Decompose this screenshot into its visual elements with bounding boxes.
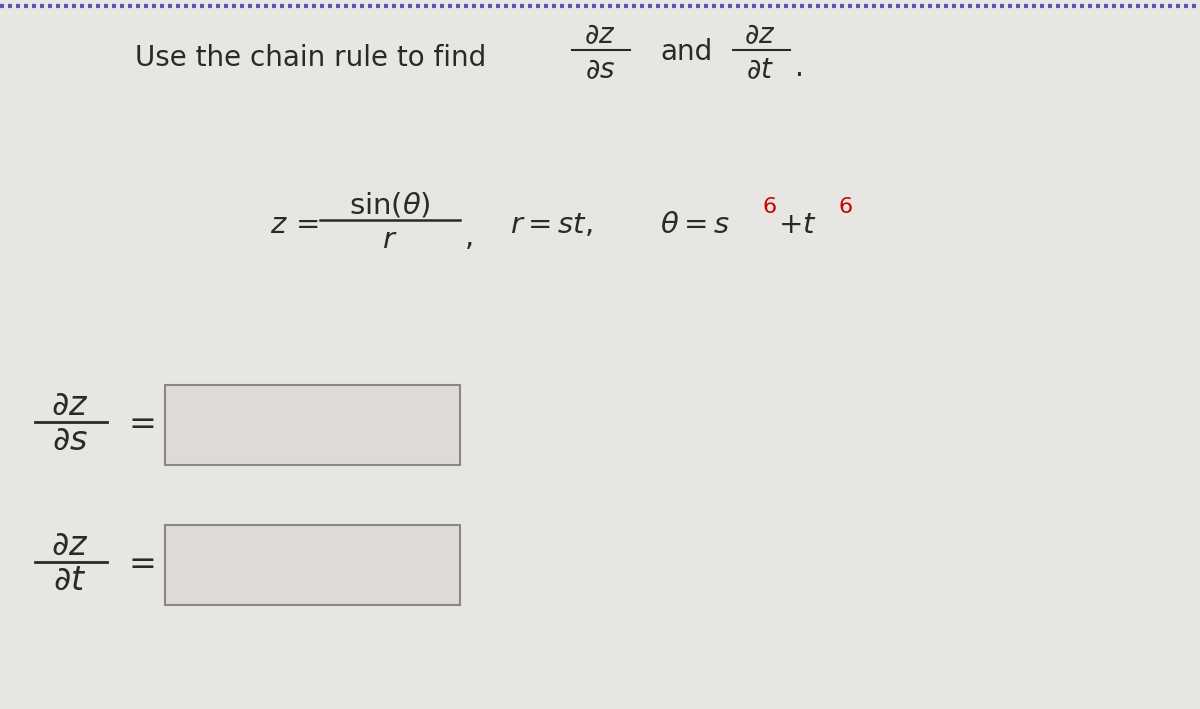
Text: $\partial z$: $\partial z$ — [52, 389, 89, 421]
Text: $r = st,$: $r = st,$ — [510, 211, 593, 239]
Text: $\theta = s$: $\theta = s$ — [660, 211, 730, 239]
Text: $=$: $=$ — [121, 406, 155, 438]
Text: $+ t$: $+ t$ — [778, 211, 817, 239]
Text: $\partial z$: $\partial z$ — [52, 528, 89, 562]
Text: $r$: $r$ — [383, 226, 397, 254]
Text: $=$: $=$ — [121, 545, 155, 579]
Text: and: and — [660, 38, 713, 66]
Text: $6$: $6$ — [838, 197, 853, 217]
Text: .: . — [796, 54, 804, 82]
Text: $z\,=$: $z\,=$ — [270, 211, 319, 239]
Text: $\partial t$: $\partial t$ — [53, 564, 86, 596]
Text: $\mathrm{sin}(\theta)$: $\mathrm{sin}(\theta)$ — [349, 191, 431, 220]
Text: $\partial t$: $\partial t$ — [746, 56, 774, 84]
Text: $6$: $6$ — [762, 197, 776, 217]
Bar — [166, 385, 460, 465]
Bar — [166, 525, 460, 605]
Text: $\partial s$: $\partial s$ — [52, 423, 88, 457]
Text: Use the chain rule to find: Use the chain rule to find — [134, 44, 486, 72]
Text: $\partial z$: $\partial z$ — [584, 21, 616, 49]
Text: $\partial s$: $\partial s$ — [584, 56, 616, 84]
Text: $\partial z$: $\partial z$ — [744, 21, 775, 49]
Text: ,: , — [466, 224, 474, 252]
